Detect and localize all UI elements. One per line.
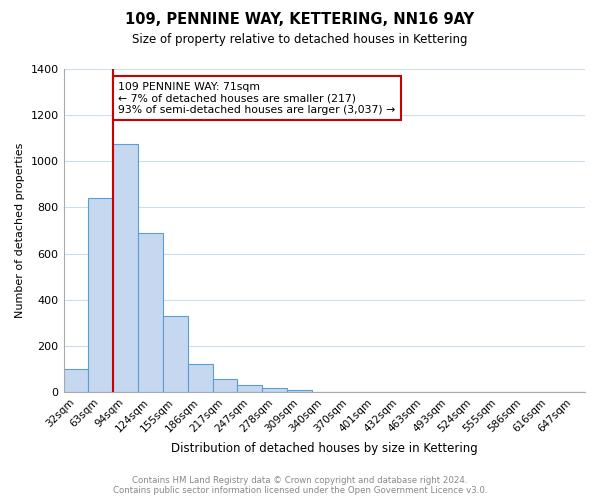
Bar [188, 364, 212, 392]
Text: 109 PENNINE WAY: 71sqm
← 7% of detached houses are smaller (217)
93% of semi-det: 109 PENNINE WAY: 71sqm ← 7% of detached … [118, 82, 395, 115]
Bar [262, 388, 287, 392]
Bar [163, 316, 188, 392]
Bar [88, 198, 113, 392]
Text: 109, PENNINE WAY, KETTERING, NN16 9AY: 109, PENNINE WAY, KETTERING, NN16 9AY [125, 12, 475, 28]
Bar [64, 369, 88, 392]
Bar [113, 144, 138, 392]
Bar [287, 390, 312, 392]
X-axis label: Distribution of detached houses by size in Kettering: Distribution of detached houses by size … [171, 442, 478, 455]
Bar [138, 233, 163, 392]
Bar [212, 380, 238, 392]
Text: Size of property relative to detached houses in Kettering: Size of property relative to detached ho… [132, 32, 468, 46]
Bar [238, 385, 262, 392]
Y-axis label: Number of detached properties: Number of detached properties [15, 143, 25, 318]
Text: Contains HM Land Registry data © Crown copyright and database right 2024.
Contai: Contains HM Land Registry data © Crown c… [113, 476, 487, 495]
